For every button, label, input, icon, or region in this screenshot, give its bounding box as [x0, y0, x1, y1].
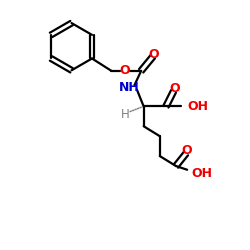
Text: O: O — [120, 64, 130, 77]
Text: OH: OH — [187, 100, 208, 113]
Text: O: O — [169, 82, 179, 95]
Text: NH: NH — [119, 81, 140, 94]
Text: O: O — [181, 144, 192, 157]
Text: O: O — [149, 48, 160, 61]
Text: H: H — [120, 108, 130, 121]
Text: OH: OH — [192, 168, 213, 180]
